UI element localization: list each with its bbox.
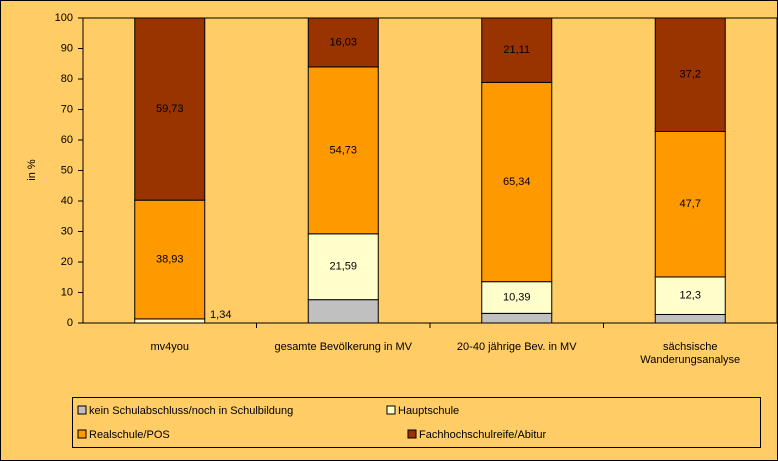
y-tick-label: 50 [61,164,73,176]
x-tick-label: gesamte Bevölkerung in MV [274,341,413,353]
y-tick-label: 30 [61,225,73,237]
bar-segment [481,17,553,83]
legend-swatch [77,429,87,439]
y-axis-label: in % [26,159,38,181]
data-label: 54,73 [329,144,357,156]
bar-segment [481,281,553,314]
y-tick-label: 60 [61,134,73,146]
data-label: 1,34 [210,309,231,321]
bar-segment [307,17,379,68]
data-label: 65,34 [503,176,531,188]
legend-box [72,397,761,448]
bar-segment [654,313,726,324]
data-label: 21,11 [503,44,530,56]
data-label: 37,2 [680,69,701,81]
y-tick-label: 20 [61,256,73,268]
data-label: 12,3 [680,290,701,302]
bar-segment [654,130,726,278]
data-label: 21,59 [329,261,357,273]
data-label: 47,7 [680,198,701,210]
bar-segment [481,312,553,324]
bar-segment [134,318,206,324]
data-label: 16,03 [329,36,357,48]
data-label: 10,39 [503,291,531,303]
legend-label: Realschule/POS [89,429,170,441]
y-tick-label: 80 [61,73,73,85]
legend-label: Hauptschule [398,405,459,417]
legend-label: kein Schulabschluss/noch in Schulbildung [89,405,293,417]
data-label: 59,73 [156,103,184,115]
y-tick-label: 100 [55,12,73,24]
bar-segment [307,299,379,324]
data-label: 38,93 [156,253,184,265]
y-tick-label: 40 [61,195,73,207]
bar-segment [654,17,726,132]
bar-segment [134,17,206,201]
x-tick-label: 20-40 jährige Bev. in MV [456,341,577,353]
bar-segment [481,81,553,283]
bar-segment [654,276,726,315]
y-tick-label: 0 [67,317,73,329]
y-tick-label: 90 [61,42,73,54]
legend-swatch [386,405,396,415]
x-tick-label: sächsische Wanderungsanalyse [640,341,741,366]
bar-segment [307,66,379,235]
y-tick-label: 70 [61,103,73,115]
legend-swatch [77,405,87,415]
legend-label: Fachhochschulreife/Abitur [419,429,547,441]
legend-swatch [407,429,417,439]
y-tick-label: 10 [61,286,73,298]
x-tick-label: mv4you [150,341,190,353]
